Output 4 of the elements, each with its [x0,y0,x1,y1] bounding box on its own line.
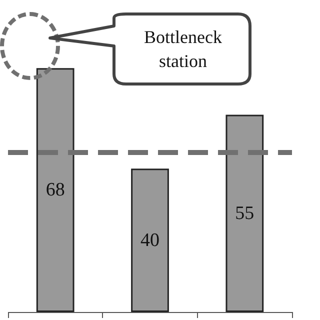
data-label: 40 [140,230,160,251]
data-label: 68 [46,180,65,201]
data-label: 55 [235,202,254,224]
annotation: Bottleneck station [143,26,223,73]
